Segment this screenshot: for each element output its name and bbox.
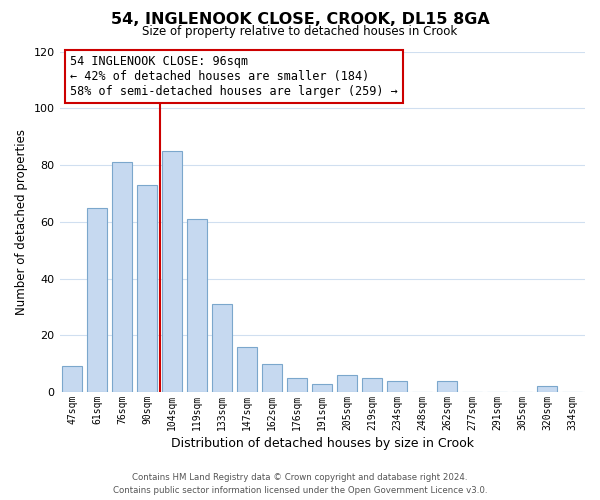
Bar [212,304,232,392]
Bar [262,364,282,392]
Bar [237,346,257,392]
Bar [187,219,207,392]
Bar [538,386,557,392]
Bar [112,162,132,392]
X-axis label: Distribution of detached houses by size in Crook: Distribution of detached houses by size … [171,437,474,450]
Bar [388,380,407,392]
Bar [362,378,382,392]
Bar [62,366,82,392]
Bar [87,208,107,392]
Text: 54, INGLENOOK CLOSE, CROOK, DL15 8GA: 54, INGLENOOK CLOSE, CROOK, DL15 8GA [110,12,490,28]
Bar [312,384,332,392]
Text: 54 INGLENOOK CLOSE: 96sqm
← 42% of detached houses are smaller (184)
58% of semi: 54 INGLENOOK CLOSE: 96sqm ← 42% of detac… [70,55,398,98]
Text: Size of property relative to detached houses in Crook: Size of property relative to detached ho… [142,25,458,38]
Bar [437,380,457,392]
Text: Contains HM Land Registry data © Crown copyright and database right 2024.
Contai: Contains HM Land Registry data © Crown c… [113,474,487,495]
Y-axis label: Number of detached properties: Number of detached properties [15,129,28,315]
Bar [137,185,157,392]
Bar [337,375,358,392]
Bar [162,151,182,392]
Bar [287,378,307,392]
